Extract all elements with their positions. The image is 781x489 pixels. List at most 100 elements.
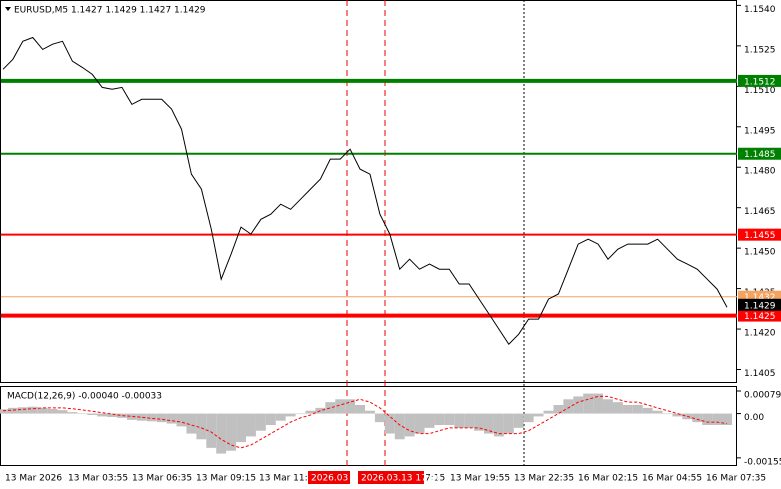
macd-bar [632,405,643,414]
macd-bar [176,413,187,427]
x-tick-label: 13 Mar 09:15 [196,474,256,484]
price-panel [0,0,737,383]
macd-bar [17,407,28,414]
macd-bar [156,413,167,423]
macd-bar [117,413,127,418]
macd-bar [57,410,68,414]
y-tick-label: 1.1450 [744,248,776,258]
y-tick-label: 1.1465 [744,207,776,217]
macd-bar [374,413,385,423]
macd-bar [523,413,534,423]
macd-bar [533,413,544,417]
macd-bar [206,413,217,448]
macd-bar [285,413,296,417]
macd-bar [603,399,613,414]
macd-bar [702,413,713,425]
macd-bar [216,413,227,454]
macd-bar [424,413,435,428]
macd-bar [573,396,584,414]
macd-bar [136,413,147,421]
x-tick-label: 16 Mar 07:35 [706,474,766,484]
macd-bar [642,407,653,414]
time-marker-label: 2026.03 [311,474,348,484]
macd-bar [553,405,564,414]
macd-bar [712,413,723,425]
macd-bar [662,413,673,415]
level-tag [738,147,781,160]
macd-bar [394,413,405,440]
x-tick-label: 16 Mar 04:55 [642,474,702,484]
macd-bar [583,393,594,414]
level-tag [738,74,781,87]
macd-bar [226,413,237,451]
macd-bar [434,413,445,425]
macd-bar [126,413,137,420]
macd-bar [37,407,48,414]
y-tick-label: 1.1540 [744,5,776,15]
y-tick-label: 1.1480 [744,167,776,177]
macd-bar [414,413,425,434]
signal-line [2,395,728,449]
y-tick-label: 1.1405 [744,369,776,379]
macd-bar [722,413,732,425]
y-tick-label: 0.00079 [744,391,781,401]
price-line [2,36,728,345]
level-label: 1.1425 [744,312,776,322]
macd-bar [484,413,494,434]
x-tick-label: 13 Mar 03:55 [68,474,128,484]
macd-bar [0,409,8,414]
level-label: 1.1485 [744,150,776,160]
level-label: 1.1432 [744,293,776,303]
x-tick-label: 13 Mar 2026 [5,474,62,484]
macd-bar [563,399,574,414]
level-tag [738,228,781,241]
macd-bar [454,413,465,428]
macd-bar [503,413,514,434]
macd-bar [365,410,375,414]
macd-bar [77,413,88,415]
macd-bar [612,402,623,414]
macd-bar [325,402,336,414]
macd-bar [245,413,256,437]
macd-bar [543,410,554,414]
macd-bar [236,413,246,443]
macd-bar [493,413,504,437]
macd-bar [305,410,316,414]
macd-bar [295,413,306,415]
macd-bar [107,413,118,417]
macd-bar [404,413,415,437]
chart-title: EURUSD,M5 1.1427 1.1429 1.1427 1.1429 [14,6,206,16]
y-tick-label: 1.1495 [744,126,776,136]
macd-bar [672,413,683,417]
macd-panel [0,386,737,466]
y-tick-label: 1.1525 [744,45,776,55]
macd-bar [27,406,38,414]
macd-bar [275,413,286,421]
macd-bar [196,413,207,440]
macd-bar [355,405,365,414]
macd-bar [255,413,266,431]
level-tag [738,309,781,322]
macd-bar [97,413,108,417]
macd-title: MACD(12,26,9) -0.00040 -0.00033 [7,392,162,402]
level-label: 1.1455 [744,231,776,241]
macd-bar [622,405,633,414]
level-label: 1.1512 [744,77,776,87]
time-marker-tag [308,471,350,484]
x-tick-label: 13 Mar 11:5 [259,474,313,484]
x-tick-label: 13 Mar 06:35 [132,474,192,484]
macd-bar [593,393,604,414]
y-tick-label: 1.1420 [744,329,776,339]
macd-bar [692,413,703,423]
macd-bar [146,413,157,422]
macd-bar [67,412,78,414]
macd-bar [345,399,356,414]
level-label: 1.1429 [744,301,776,311]
x-tick-label: 7:15 [425,474,445,484]
macd-bar [513,413,524,428]
macd-bar [7,407,18,414]
macd-bar [474,413,485,431]
y-tick-label: -0.00155 [744,457,781,467]
macd-bar [464,413,475,428]
